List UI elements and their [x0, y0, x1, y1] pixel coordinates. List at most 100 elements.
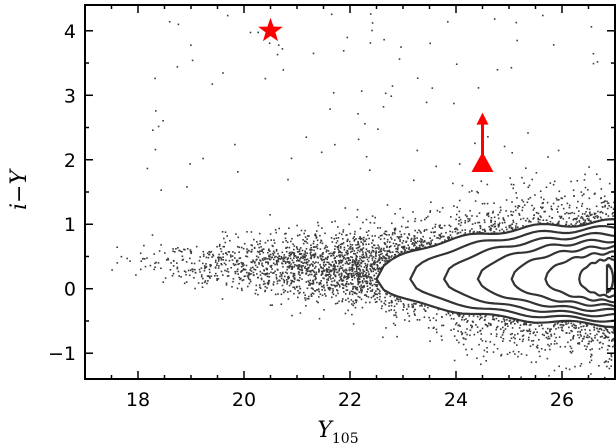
scatter-point [435, 328, 438, 331]
scatter-point [399, 230, 401, 233]
scatter-point [489, 227, 492, 229]
scatter-point [384, 233, 387, 236]
scatter-point [492, 210, 494, 213]
scatter-point [286, 291, 289, 293]
scatter-point [405, 247, 408, 249]
scatter-point [256, 241, 258, 243]
scatter-point [226, 268, 229, 270]
scatter-point [259, 274, 262, 276]
scatter-point [272, 284, 275, 286]
scatter-point [473, 333, 476, 336]
scatter-point [356, 267, 358, 269]
scatter-point [176, 267, 179, 270]
scatter-point [369, 301, 371, 304]
scatter-point [474, 222, 477, 224]
scatter-point [490, 333, 492, 335]
scatter-point [423, 240, 426, 242]
scatter-point [343, 248, 346, 251]
scatter-point [348, 283, 350, 286]
scatter-point [362, 221, 364, 224]
scatter-point [291, 259, 294, 261]
scatter-point [284, 271, 287, 274]
scatter-point [327, 255, 329, 258]
scatter-point [181, 259, 184, 261]
scatter-point [476, 315, 479, 318]
scatter-point [300, 269, 302, 271]
scatter-point [368, 251, 370, 254]
scatter-point [350, 248, 352, 250]
scatter-point [350, 283, 353, 285]
scatter-point [369, 268, 371, 270]
scatter-point [341, 260, 343, 262]
scatter-point [175, 248, 177, 250]
scatter-point [520, 330, 522, 332]
scatter-point [604, 376, 606, 379]
scatter-point [367, 296, 370, 298]
scatter-point [386, 204, 389, 206]
scatter-point [314, 276, 317, 278]
scatter-point [264, 282, 266, 285]
scatter-point [310, 244, 312, 246]
scatter-point [337, 237, 340, 239]
scatter-point [202, 262, 204, 265]
scatter-point [288, 265, 290, 268]
scatter-point [455, 322, 458, 324]
scatter-point [529, 330, 532, 333]
scatter-point [260, 246, 262, 248]
scatter-point [290, 281, 293, 284]
scatter-point [368, 282, 371, 285]
scatter-point [286, 283, 288, 285]
scatter-point [262, 251, 265, 254]
scatter-point [306, 268, 309, 271]
scatter-point [208, 276, 211, 278]
scatter-point [350, 266, 353, 269]
scatter-point [596, 339, 599, 342]
scatter-point [275, 255, 277, 258]
scatter-point [362, 253, 364, 255]
scatter-point [468, 315, 471, 317]
scatter-point [379, 295, 381, 298]
scatter-point [177, 270, 180, 273]
scatter-point [297, 290, 299, 292]
scatter-point [334, 245, 336, 248]
scatter-point [434, 243, 437, 245]
scatter-point [352, 237, 354, 240]
scatter-point [603, 361, 606, 364]
scatter-point [365, 272, 368, 274]
scatter-point [356, 272, 358, 275]
scatter-point [353, 236, 355, 238]
scatter-point [300, 261, 303, 263]
scatter-point [170, 262, 172, 264]
scatter-point [403, 306, 405, 308]
scatter-point [508, 226, 511, 229]
scatter-point [575, 222, 577, 225]
scatter-point [370, 253, 372, 255]
scatter-point [355, 263, 357, 266]
scatter-point [238, 257, 241, 260]
scatter-point [480, 338, 482, 340]
scatter-point [366, 263, 369, 266]
scatter-point [259, 287, 262, 290]
scatter-point [267, 281, 270, 283]
scatter-point [260, 278, 263, 281]
scatter-point [532, 339, 535, 342]
scatter-point [313, 275, 315, 277]
scatter-point [385, 254, 387, 256]
scatter-point [580, 325, 582, 328]
scatter-point [396, 250, 399, 253]
scatter-point [351, 260, 354, 263]
scatter-point [590, 340, 592, 343]
scatter-point [568, 206, 571, 209]
scatter-point [517, 333, 519, 335]
scatter-point [454, 230, 457, 233]
scatter-point [183, 248, 185, 251]
scatter-point [339, 250, 341, 253]
scatter-point [558, 199, 560, 201]
scatter-point [542, 206, 544, 209]
scatter-point [610, 354, 613, 356]
scatter-point [597, 330, 599, 333]
scatter-point [542, 327, 544, 330]
scatter-point [378, 246, 380, 248]
scatter-point [588, 218, 590, 220]
